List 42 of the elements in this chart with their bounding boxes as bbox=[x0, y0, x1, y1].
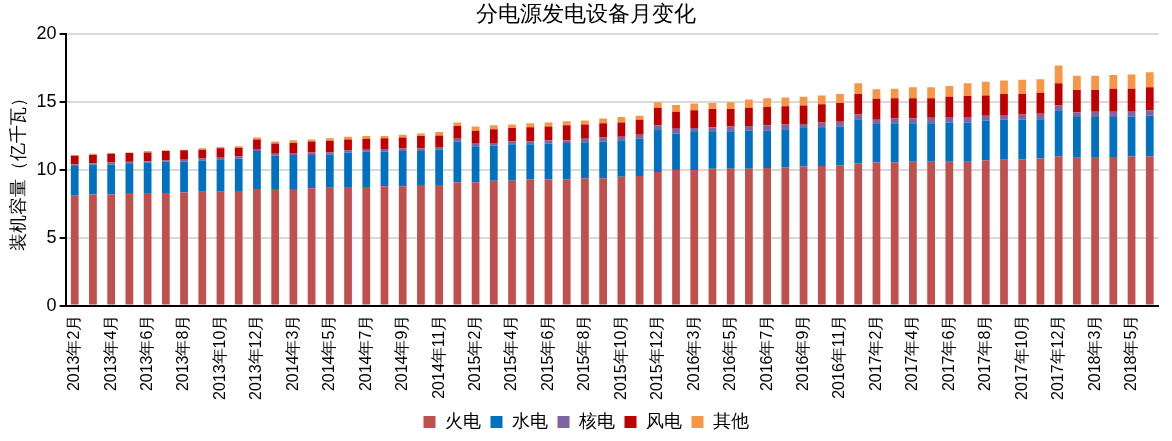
x-tick-label: 2014年7月 bbox=[356, 314, 374, 392]
legend-label: 水电 bbox=[511, 410, 548, 431]
x-tick-label: 2013年10月 bbox=[210, 314, 228, 400]
x-tick-label: 2017年10月 bbox=[1012, 314, 1030, 400]
legend-label: 风电 bbox=[645, 410, 682, 431]
x-tick-label: 2017年4月 bbox=[903, 314, 921, 392]
x-tick-label: 2013年4月 bbox=[101, 314, 119, 392]
x-tick-label: 2016年3月 bbox=[684, 314, 702, 392]
y-tick-label: 0 bbox=[46, 294, 57, 315]
x-tick-label: 2016年5月 bbox=[721, 314, 739, 392]
x-tick-label: 2013年8月 bbox=[174, 314, 192, 392]
x-tick-label: 2015年6月 bbox=[538, 314, 556, 392]
x-tick-label: 2016年11月 bbox=[830, 314, 848, 399]
x-tick-label: 2018年5月 bbox=[1121, 314, 1139, 392]
y-tick-label: 20 bbox=[36, 23, 57, 44]
x-tick-label: 2015年10月 bbox=[611, 314, 629, 400]
x-tick-label: 2014年9月 bbox=[393, 314, 411, 392]
x-tick-label: 2014年11月 bbox=[429, 314, 447, 399]
x-tick-label: 2013年12月 bbox=[247, 314, 265, 400]
x-tick-label: 2018年3月 bbox=[1085, 314, 1103, 392]
x-tick-label: 2015年4月 bbox=[502, 314, 520, 392]
legend-label: 火电 bbox=[444, 410, 481, 431]
x-tick-label: 2017年6月 bbox=[939, 314, 957, 392]
x-tick-label: 2017年2月 bbox=[866, 314, 884, 392]
x-tick-label: 2013年2月 bbox=[65, 314, 83, 392]
legend-label: 其他 bbox=[712, 410, 749, 431]
x-tick-label: 2015年12月 bbox=[648, 314, 666, 400]
x-tick-label: 2013年6月 bbox=[138, 314, 156, 392]
x-tick-label: 2014年5月 bbox=[320, 314, 338, 392]
x-tick-label: 2014年3月 bbox=[283, 314, 301, 392]
x-tick-label: 2016年9月 bbox=[793, 314, 811, 392]
x-tick-label: 2017年12月 bbox=[1049, 314, 1067, 400]
x-tick-label: 2017年8月 bbox=[976, 314, 994, 392]
y-tick-label: 5 bbox=[46, 226, 57, 247]
y-tick-label: 15 bbox=[36, 91, 57, 112]
y-tick-label: 10 bbox=[36, 158, 57, 179]
legend-label: 核电 bbox=[577, 410, 615, 431]
x-tick-label: 2016年7月 bbox=[757, 314, 775, 392]
x-tick-label: 2015年2月 bbox=[466, 314, 483, 392]
chart-title: 分电源发电设备月变化 bbox=[476, 1, 696, 27]
y-axis-title: 装机容量（亿千瓦） bbox=[7, 89, 28, 251]
x-tick-label: 2015年8月 bbox=[575, 314, 593, 392]
